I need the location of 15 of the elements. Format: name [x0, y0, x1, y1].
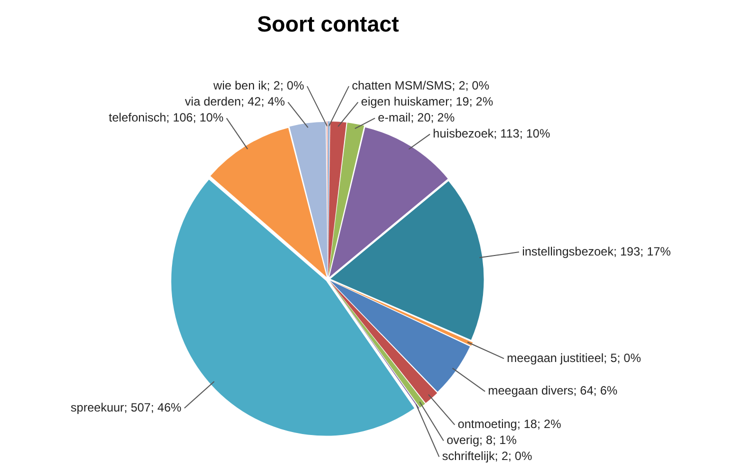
slice-label: ontmoeting; 18; 2%: [458, 417, 562, 432]
slice-label: huisbezoek; 113; 10%: [432, 126, 550, 141]
slice-label: e-mail; 20; 2%: [378, 110, 455, 125]
slice-label: meegaan divers; 64; 6%: [488, 384, 618, 398]
slice-label: telefonisch; 106; 10%: [108, 110, 224, 125]
slice-label: meegaan justitieel; 5; 0%: [506, 350, 642, 365]
slice-label: schriftelijk; 2; 0%: [442, 449, 532, 464]
slice-label: instellingsbezoek; 193; 17%: [522, 244, 672, 258]
slice-label: wie ben ik; 2; 0%: [212, 78, 304, 93]
slice-label: eigen huiskamer; 19; 2%: [361, 94, 494, 109]
slice-label: overig; 8; 1%: [446, 433, 517, 448]
slice-label: spreekuur; 507; 46%: [70, 400, 182, 414]
slice-label: via derden; 42; 4%: [184, 94, 286, 109]
slice-label: chatten MSM/SMS; 2; 0%: [352, 78, 490, 93]
chart-title: Soort contact: [257, 11, 400, 36]
